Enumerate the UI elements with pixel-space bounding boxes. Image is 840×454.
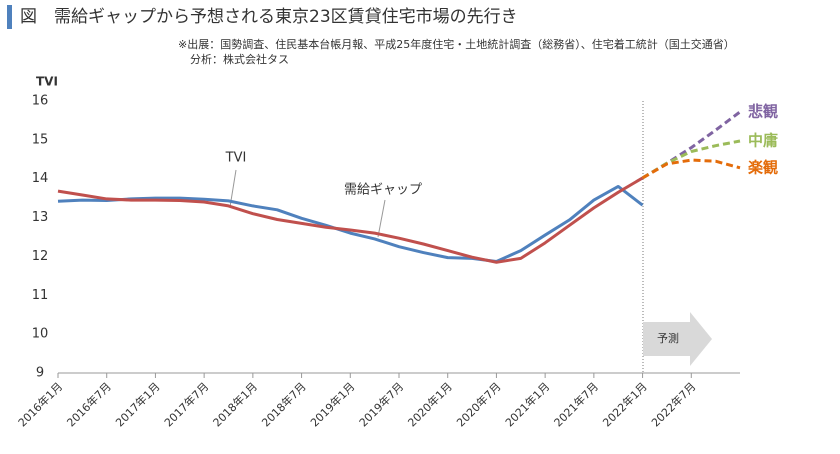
x-tick-label: 2018年7月 <box>259 379 309 429</box>
title-bar <box>7 5 12 29</box>
series-line <box>57 184 644 263</box>
series-line <box>57 176 644 264</box>
source-line: ※出展：国勢調査、住民基本台帳月報、平成25年度住宅・土地統計調査（総務省）、住… <box>178 37 735 51</box>
x-tick-label: 2016年1月 <box>15 379 65 429</box>
forecast-label: 予測 <box>657 331 679 345</box>
y-tick-label: 11 <box>32 288 49 303</box>
y-axis-label: TVI <box>36 75 58 89</box>
y-tick-label: 14 <box>32 171 49 186</box>
x-tick-label: 2019年1月 <box>307 379 357 429</box>
x-tick-label: 2017年7月 <box>161 379 211 429</box>
y-tick-label: 9 <box>36 366 44 381</box>
scenario-label: 悲観 <box>748 102 778 120</box>
y-tick-label: 13 <box>32 210 49 225</box>
x-tick-label: 2017年1月 <box>112 379 162 429</box>
series-annotation: TVI <box>225 151 247 166</box>
x-tick-label: 2019年7月 <box>356 379 406 429</box>
y-tick-label: 15 <box>32 132 49 147</box>
x-tick-label: 2021年7月 <box>551 379 601 429</box>
x-tick-label: 2018年1月 <box>210 379 260 429</box>
annotation-leader <box>377 199 386 238</box>
chart-title: 図 需給ギャップから予想される東京23区賃貸住宅市場の先行き <box>20 7 518 27</box>
scenario-label: 楽観 <box>748 158 778 176</box>
series-annotation: 需給ギャップ <box>344 183 422 198</box>
series-line <box>641 139 741 180</box>
x-tick-label: 2022年7月 <box>648 379 698 429</box>
x-tick-label: 2020年7月 <box>453 379 503 429</box>
series-line <box>641 158 741 180</box>
x-tick-label: 2022年1月 <box>600 379 650 429</box>
x-tick-label: 2021年1月 <box>502 379 552 429</box>
forecast-arrow <box>643 312 712 366</box>
y-tick-label: 16 <box>32 94 49 109</box>
source-line: 分析：株式会社タス <box>190 52 289 66</box>
scenario-label: 中庸 <box>748 132 778 150</box>
series-line <box>641 110 741 180</box>
x-tick-label: 2020年1月 <box>405 379 455 429</box>
x-tick-label: 2016年7月 <box>64 379 114 429</box>
y-tick-label: 12 <box>32 249 49 264</box>
y-tick-label: 10 <box>32 327 49 342</box>
